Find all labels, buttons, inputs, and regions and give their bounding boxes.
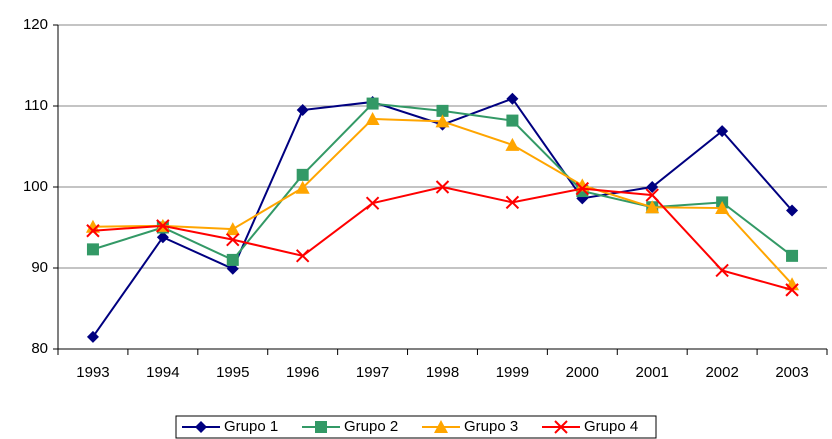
y-tick-label: 110 — [24, 97, 48, 114]
legend-label: Grupo 4 — [584, 418, 638, 435]
x-tick-label: 1995 — [216, 364, 249, 381]
marker — [715, 263, 729, 278]
x-tick-label: 1999 — [496, 364, 529, 381]
x-tick-label: 1996 — [286, 364, 319, 381]
marker — [786, 204, 799, 217]
marker — [505, 137, 520, 151]
marker — [554, 420, 568, 434]
marker — [365, 111, 380, 125]
x-tick-label: 2003 — [775, 364, 808, 381]
marker — [365, 196, 380, 210]
marker — [86, 243, 99, 256]
legend-box — [175, 415, 657, 439]
marker — [226, 253, 239, 266]
series-line — [92, 117, 793, 285]
legend-label: Grupo 1 — [224, 418, 278, 435]
y-tick-label: 80 — [31, 340, 48, 357]
marker — [716, 125, 729, 138]
marker — [156, 231, 169, 244]
marker — [225, 222, 240, 236]
marker — [86, 224, 100, 238]
marker — [295, 249, 310, 263]
marker — [575, 181, 590, 196]
marker — [156, 219, 170, 233]
marker — [786, 249, 799, 262]
marker — [434, 420, 448, 433]
marker — [296, 104, 309, 117]
x-tick-label: 2002 — [705, 364, 738, 381]
marker — [86, 330, 99, 343]
marker — [505, 195, 520, 210]
marker — [366, 97, 379, 110]
marker — [646, 181, 659, 193]
legend-label: Grupo 2 — [344, 418, 398, 435]
marker — [436, 104, 449, 117]
marker — [645, 200, 660, 214]
marker — [85, 219, 100, 233]
marker — [195, 421, 207, 433]
marker — [506, 114, 519, 127]
marker — [296, 168, 309, 181]
series-line — [92, 97, 793, 338]
legend-label: Grupo 3 — [464, 418, 518, 435]
marker — [295, 180, 310, 194]
marker — [715, 201, 730, 215]
marker — [435, 114, 450, 128]
y-tick-label: 90 — [31, 259, 48, 276]
x-tick-label: 2001 — [636, 364, 669, 381]
x-tick-label: 1993 — [76, 364, 109, 381]
marker — [506, 92, 519, 105]
x-tick-label: 1994 — [146, 364, 179, 381]
marker — [645, 188, 659, 202]
marker — [315, 421, 327, 433]
marker — [226, 232, 240, 247]
x-tick-label: 2000 — [566, 364, 599, 381]
series-line — [92, 185, 793, 291]
marker — [435, 180, 450, 194]
y-tick-label: 120 — [23, 16, 48, 33]
y-tick-label: 100 — [23, 178, 48, 195]
x-tick-label: 1997 — [356, 364, 389, 381]
x-tick-label: 1998 — [426, 364, 459, 381]
marker — [785, 283, 799, 297]
